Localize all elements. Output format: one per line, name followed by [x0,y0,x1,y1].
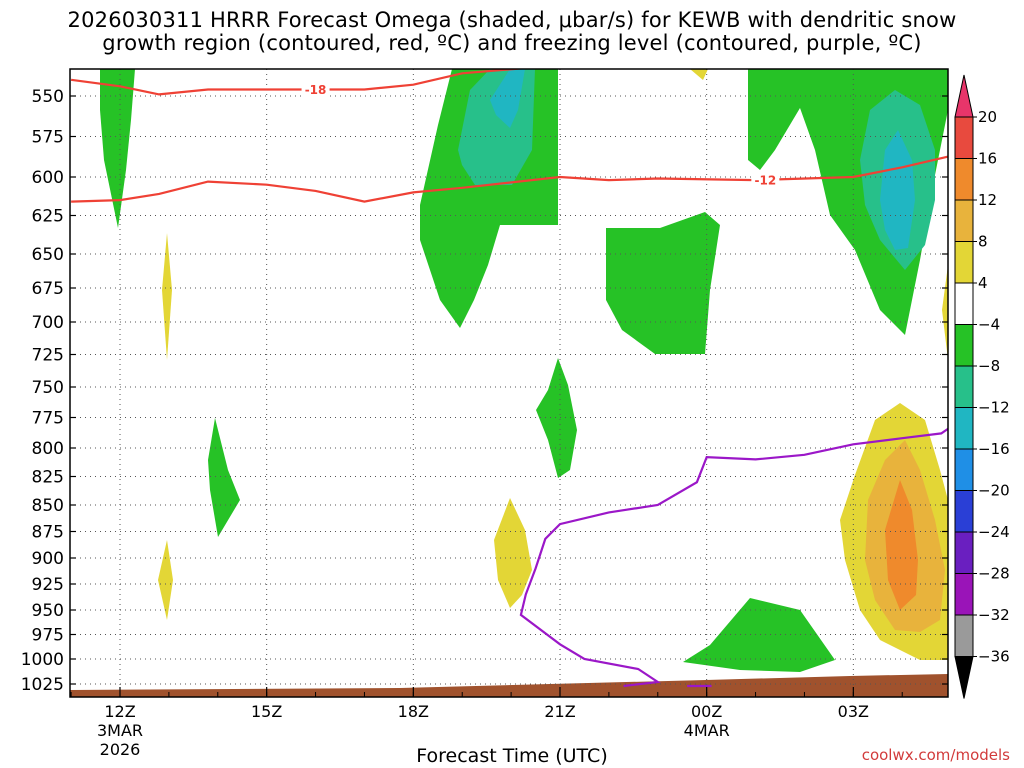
contour-label: -18 [305,83,327,97]
colorbar-swatch [954,614,974,657]
omega-region-yellow [942,265,948,360]
x-tick-label: 15Z [251,702,282,721]
y-tick-label: 950 [32,601,64,621]
colorbar-label: −20 [978,482,1010,500]
colorbar-swatch-max [954,74,974,118]
omega-region-yellow [494,498,532,608]
plot-frame [69,68,949,698]
terrain [70,674,948,697]
colorbar-swatch [954,116,974,159]
y-tick-label: 975 [32,626,64,646]
y-tick-label: 1025 [21,675,64,695]
x-tick-label: 03Z [838,702,869,721]
colorbar-label: 4 [978,274,988,292]
y-tick-label: 625 [32,207,64,227]
colorbar-label: −28 [978,565,1010,583]
y-tick-label: 650 [32,245,64,265]
colorbar-swatch [954,199,974,242]
y-tick-label: 725 [32,346,64,366]
colorbar-label: −32 [978,606,1010,624]
y-tick-label: 850 [32,496,64,516]
colorbar-swatch [954,573,974,616]
freezing-level-line [519,427,948,688]
colorbar-label: 12 [978,191,997,209]
colorbar-swatch [954,448,974,491]
colorbar-swatch [954,407,974,450]
colorbar-label: 20 [978,108,997,126]
y-axis: 550 575 600 625 650 675 700 725 750 775 800 825 850 8… [21,87,948,695]
colorbar-swatch [954,241,974,284]
y-tick-label: 900 [32,549,64,569]
omega-region-yellow [158,540,173,620]
x-year-label: 2026 [100,740,141,759]
omega-region-cyan [490,69,525,128]
colorbar: 20 16 12 8 4 −4 −8 −12 −16 −20 −24 −28 −32 −36 [954,74,1010,699]
y-tick-label: 750 [32,378,64,398]
colorbar-label: −36 [978,648,1010,666]
omega-region-yellow [690,69,708,80]
colorbar-swatch [954,282,974,325]
colorbar-swatch [954,490,974,533]
y-tick-label: 875 [32,523,64,543]
colorbar-label: 16 [978,150,997,168]
dgz-contour-line [71,155,948,203]
colorbar-swatch-min [954,656,974,699]
colorbar-label: 8 [978,233,988,251]
colorbar-swatch [954,158,974,201]
colorbar-swatch [954,324,974,367]
colorbar-swatch [954,531,974,574]
x-tick-label: 12Z [104,702,135,721]
y-tick-label: 800 [32,439,64,459]
omega-region-orange [885,480,918,610]
colorbar-swatch [954,365,974,408]
contour-label-bg [301,82,330,97]
omega-region-green [100,69,135,228]
y-tick-label: 575 [32,128,64,148]
omega-region-green [536,358,577,478]
colorbar-label: −12 [978,399,1010,417]
x-date-label: 3MAR [97,721,143,740]
x-tick-label: 18Z [398,702,429,721]
y-tick-label: 550 [32,87,64,107]
dgz-contour-line [70,69,528,96]
y-tick-label: 600 [32,168,64,188]
contours: -18 -12 [70,69,948,688]
source-credit[interactable]: coolwx.com/models [861,746,1010,764]
contour-label: -12 [754,174,776,188]
x-axis-title: Forecast Time (UTC) [416,745,608,767]
colorbar-label: −24 [978,523,1010,541]
y-tick-label: 825 [32,468,64,488]
colorbar-label: −4 [978,316,1000,334]
omega-region-cyan [880,130,915,250]
y-tick-label: 700 [32,313,64,333]
y-tick-label: 775 [32,409,64,429]
y-tick-label: 925 [32,575,64,595]
chart-title-line-2: growth region (contoured, red, ºC) and f… [102,31,922,55]
x-tick-label: 21Z [544,702,575,721]
omega-region-green [606,212,720,354]
omega-region-green [683,598,835,672]
omega-region-yellow [162,233,172,360]
x-tick-label: 00Z [691,702,722,721]
contour-label-bg [751,173,780,188]
chart-title-line-1: 2026030311 HRRR Forecast Omega (shaded, … [67,8,957,32]
colorbar-label: −16 [978,440,1010,458]
y-tick-label: 1000 [21,650,64,670]
colorbar-label: −8 [978,357,1000,375]
y-tick-label: 675 [32,279,64,299]
x-date-label: 4MAR [684,721,730,740]
